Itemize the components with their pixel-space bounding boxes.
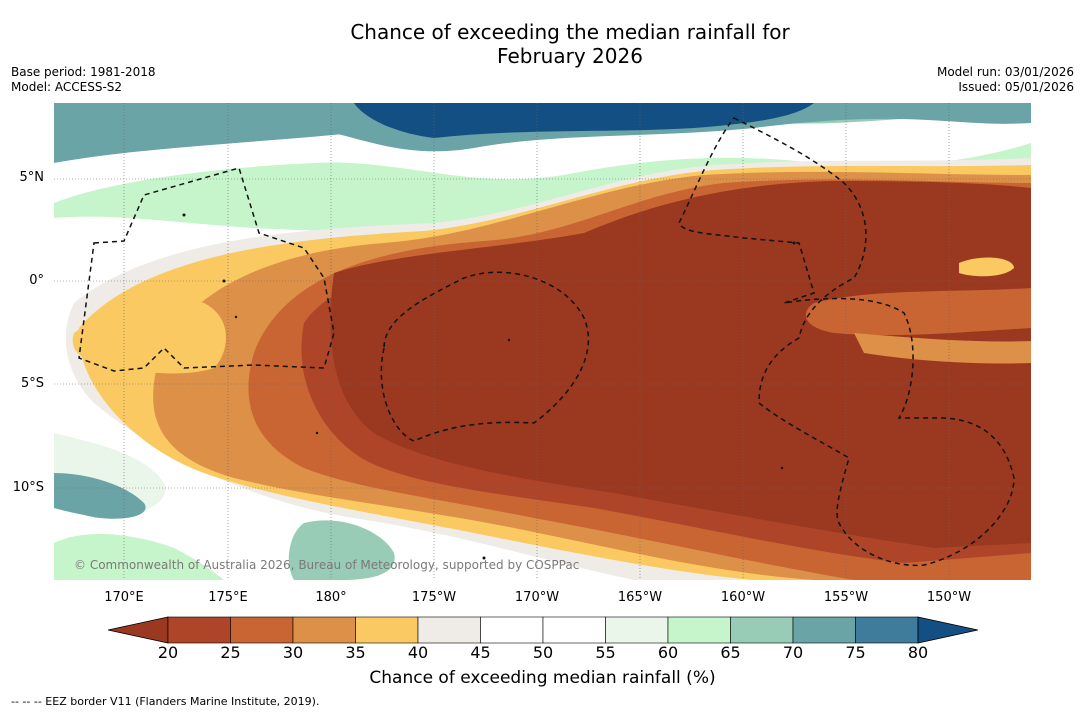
base-period: Base period: 1981-2018: [11, 65, 156, 79]
colorbar-box: [730, 616, 794, 644]
colorbar-box: [480, 616, 544, 644]
lon-label-155w: 155°W: [823, 590, 869, 605]
title-line1: Chance of exceeding the median rainfall …: [350, 20, 790, 44]
colorbar-tick-label: 25: [220, 643, 241, 662]
colorbar-tick-label: 30: [282, 643, 304, 662]
model-run: Model run: 03/01/2026: [936, 65, 1074, 79]
graticule: [54, 103, 1031, 580]
copyright-notice: © Commonwealth of Australia 2026, Bureau…: [74, 558, 580, 572]
colorbar-box: [355, 616, 419, 644]
colorbar-tick-label: 75: [845, 643, 866, 662]
issued-date: Issued: 05/01/2026: [958, 80, 1074, 94]
meta-left: Base period: 1981-2018 Model: ACCESS-S2: [11, 65, 156, 95]
colorbar-extend-high: [917, 616, 979, 644]
island-dot: [792, 241, 796, 245]
colorbar-box: [542, 616, 606, 644]
lon-label-170w: 170°W: [514, 590, 560, 605]
lat-label-0: 0°: [29, 273, 44, 288]
island-dot: [780, 466, 784, 470]
zone-65-southwest: [54, 533, 224, 580]
zone-70-south: [288, 520, 395, 580]
lon-label-175w: 175°W: [411, 590, 457, 605]
colorbar-extend-low: [107, 616, 169, 644]
colorbar-box: [667, 616, 731, 644]
lon-label-160w: 160°W: [720, 590, 766, 605]
colorbar-tick-label: 40: [407, 643, 429, 662]
colorbar-tick-label: 35: [345, 643, 366, 662]
colorbar-box: [792, 616, 856, 644]
lat-label-5n: 5°N: [19, 170, 45, 185]
eez-east: [678, 117, 1015, 567]
model-name: Model: ACCESS-S2: [11, 80, 123, 94]
lon-label-165w: 165°W: [617, 590, 663, 605]
island-dot: [507, 338, 511, 342]
lat-label-5s: 5°S: [20, 376, 44, 391]
chart-title: Chance of exceeding the median rainfall …: [0, 20, 1085, 68]
colorbar-box: [605, 616, 669, 644]
island-dot: [482, 556, 486, 560]
zone-80-north: [354, 103, 814, 138]
eez-central: [380, 271, 590, 442]
eez-borders: [78, 117, 1015, 567]
islands: [182, 213, 796, 560]
colorbar-tick-label: 45: [470, 643, 491, 662]
colorbar-tick-label: 55: [595, 643, 616, 662]
island-dot: [315, 431, 319, 435]
colorbar-tick-label: 50: [532, 643, 554, 662]
zone-75-northwest: [54, 103, 397, 163]
colorbar-box: [417, 616, 481, 644]
lon-label-175e: 175°E: [208, 590, 248, 605]
lon-label-180: 180°: [315, 590, 347, 605]
meta-right: Model run: 03/01/2026 Issued: 05/01/2026: [937, 65, 1074, 95]
lon-label-150w: 150°W: [926, 590, 972, 605]
island-dot: [222, 279, 226, 283]
island-dot: [234, 315, 238, 319]
colorbar-tick-label: 20: [157, 643, 179, 662]
colorbar-label: Chance of exceeding median rainfall (%): [369, 668, 716, 688]
colorbar-box: [855, 616, 919, 644]
island-dot: [182, 213, 186, 217]
colorbar-svg: [107, 616, 979, 644]
eez-west: [78, 167, 335, 372]
zone-35-40-east: [959, 257, 1014, 277]
eez-footnote: -- -- -- EEZ border V11 (Flanders Marine…: [11, 695, 320, 708]
colorbar: [107, 615, 979, 675]
colorbar-box: [230, 616, 294, 644]
zone-35-40-west: [72, 299, 226, 374]
colorbar-box: [292, 616, 356, 644]
colorbar-tick-label: 70: [782, 643, 804, 662]
colorbar-box: [167, 616, 231, 644]
zone-75-southwest: [54, 473, 146, 519]
rainfall-map: [54, 103, 1031, 580]
zone-30-35-east: [854, 333, 1031, 364]
colorbar-tick-label: 80: [907, 643, 929, 662]
map-svg: [54, 103, 1031, 580]
colorbar-tick-label: 60: [657, 643, 679, 662]
colorbar-tick-label: 65: [720, 643, 741, 662]
lon-label-170e: 170°E: [104, 590, 144, 605]
zone-below-20: [330, 181, 1031, 548]
lat-label-10s: 10°S: [12, 480, 44, 495]
title-line2: February 2026: [497, 44, 643, 68]
